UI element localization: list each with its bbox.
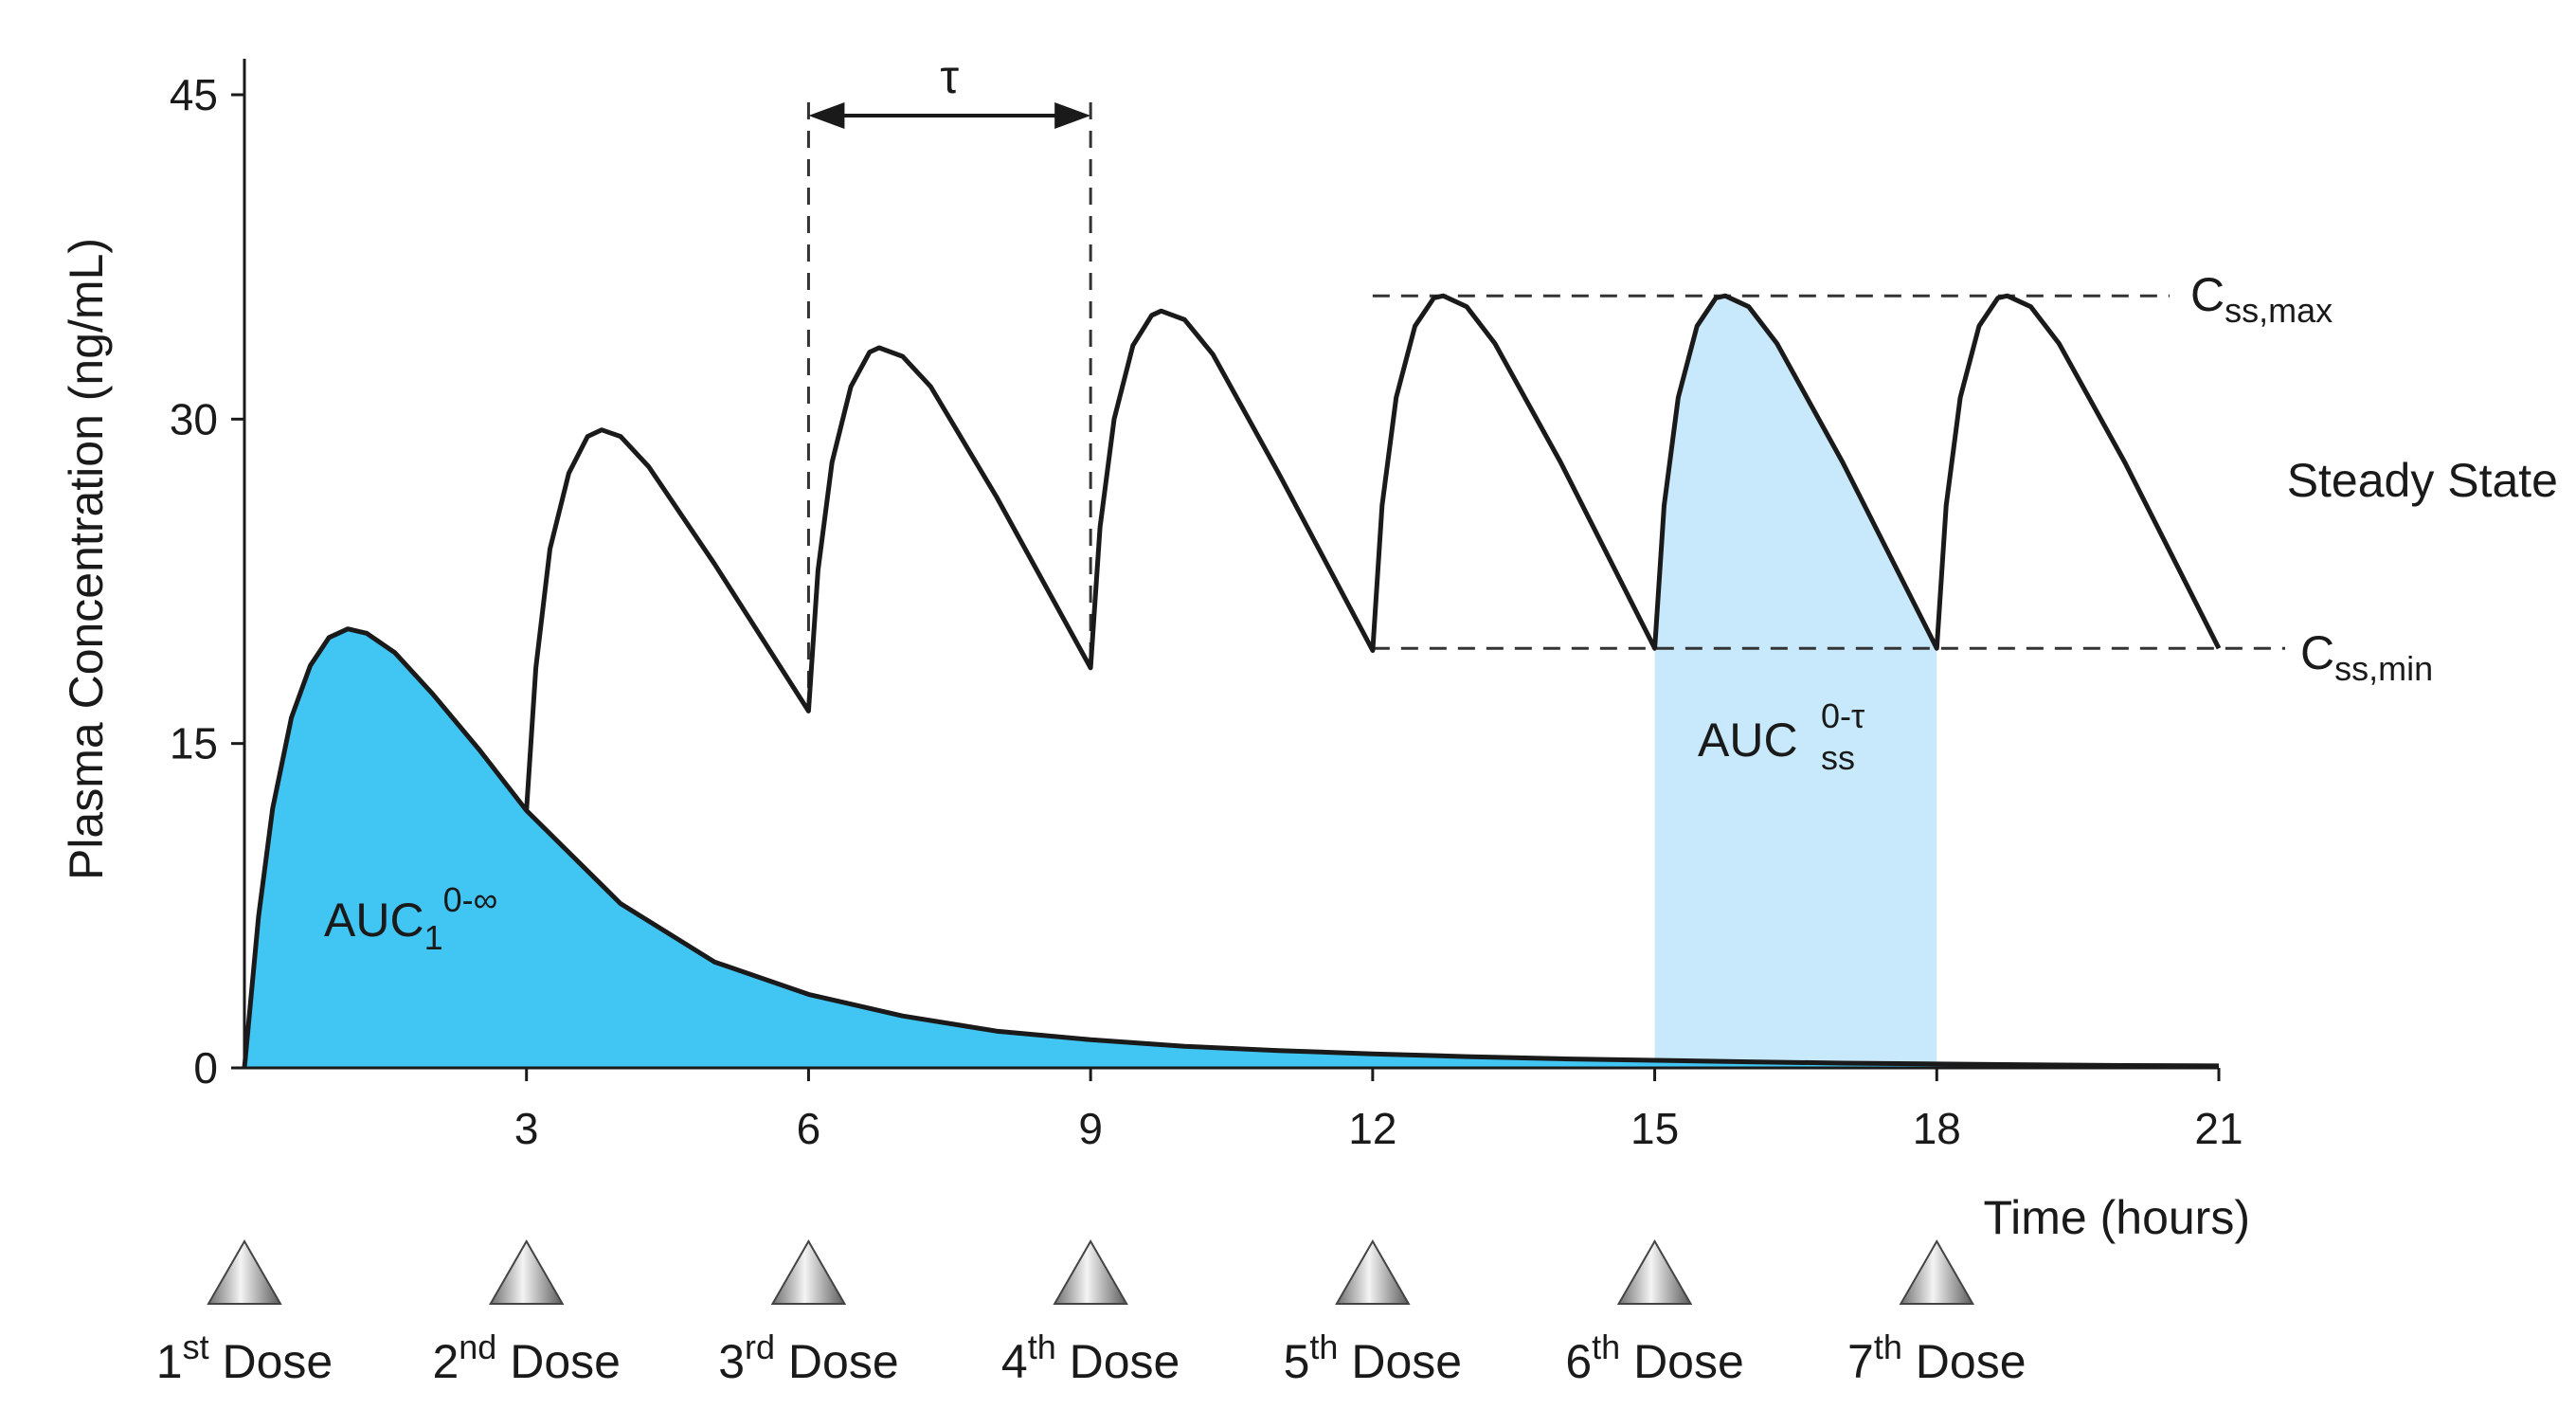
- tau-arrow-right-icon: [1054, 102, 1091, 129]
- y-tick-label: 15: [170, 719, 218, 768]
- single-dose-curve: [524, 808, 2220, 1069]
- dose-triangle-icon: [770, 1238, 847, 1305]
- y-tick-label: 30: [170, 394, 218, 443]
- tau-label: τ: [940, 50, 959, 103]
- x-tick-label: 9: [1078, 1104, 1103, 1153]
- dose-label: 4th Dose: [1001, 1328, 1180, 1388]
- aucss-fill: [1654, 296, 1937, 1064]
- dose-markers: 1st Dose 2nd Dose 3rd Dose 4th Dose 5th Dose…: [156, 1238, 2027, 1388]
- y-axis-label: Plasma Concentration (ng/mL): [60, 238, 113, 880]
- dose-label: 5th Dose: [1284, 1328, 1462, 1388]
- dose-label: 6th Dose: [1565, 1328, 1743, 1388]
- x-tick-label: 18: [1913, 1104, 1961, 1153]
- dose-triangle-icon: [1053, 1238, 1128, 1305]
- y-tick-label: 45: [170, 70, 218, 119]
- dose-triangle-icon: [207, 1238, 282, 1305]
- auc-fills: [244, 296, 2219, 1068]
- x-tick-label: 15: [1630, 1104, 1679, 1153]
- x-tick-label: 12: [1348, 1104, 1396, 1153]
- axes: 0 15 30 45 3 6 9 12 15 18 21: [170, 59, 2243, 1153]
- annotations: AUC10-∞ AUC 0-τss Css,max Css,min τ: [324, 50, 2433, 957]
- dose-label: 3rd Dose: [718, 1328, 898, 1388]
- dose-triangle-icon: [1899, 1238, 1975, 1305]
- dose-label: 2nd Dose: [432, 1328, 620, 1388]
- aucss-label-sub: ss: [1821, 738, 1855, 777]
- css-max-label: Css,max: [2190, 268, 2333, 330]
- aucss-label-sup: 0-τ: [1821, 696, 1864, 735]
- reference-lines: [806, 102, 2285, 712]
- aucss-label-main: AUC: [1698, 714, 1798, 767]
- dose-label: 7th Dose: [1847, 1328, 2026, 1388]
- x-tick-label: 6: [797, 1104, 821, 1153]
- concentration-curves: [242, 293, 2222, 1069]
- auc1-fill: [244, 628, 2219, 1068]
- dose-triangle-icon: [1616, 1238, 1693, 1305]
- aucss-label: AUC 0-τss: [1698, 696, 1864, 777]
- dose-triangle-icon: [1335, 1238, 1411, 1305]
- y-tick-label: 0: [193, 1043, 218, 1093]
- x-axis-label: Time (hours): [1983, 1191, 2250, 1244]
- x-tick-label: 21: [2194, 1104, 2243, 1153]
- steady-state-label: Steady State: [2287, 454, 2558, 507]
- auc1-label: AUC10-∞: [324, 880, 497, 957]
- dose-label: 1st Dose: [156, 1328, 333, 1388]
- tau-arrow-left-icon: [808, 102, 845, 129]
- multiple-dose-curve: [242, 293, 2222, 1069]
- dose-triangle-icon: [488, 1238, 565, 1305]
- x-tick-label: 3: [514, 1104, 539, 1153]
- css-min-label: Css,min: [2300, 626, 2433, 688]
